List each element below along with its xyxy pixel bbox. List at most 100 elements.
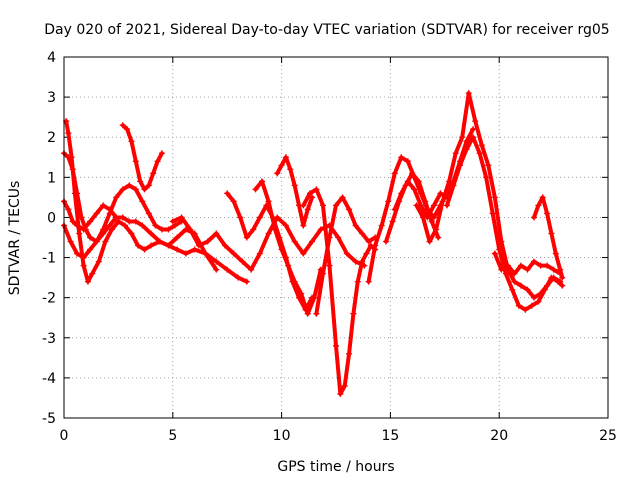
data-point — [517, 282, 524, 289]
data-point — [304, 310, 311, 317]
data-point — [502, 270, 509, 277]
data-point — [256, 250, 263, 257]
data-point — [476, 150, 483, 157]
chart-title: Day 020 of 2021, Sidereal Day-to-day VTE… — [44, 22, 609, 38]
data-point — [141, 186, 148, 193]
series-trace — [120, 123, 164, 192]
data-point — [278, 162, 285, 169]
data-point — [443, 202, 450, 209]
x-tick-label: 15 — [381, 428, 399, 444]
data-point — [435, 234, 442, 241]
data-point — [174, 234, 181, 241]
data-point — [439, 198, 446, 205]
series-arc-18 — [531, 194, 566, 281]
data-point — [457, 162, 464, 169]
data-point — [343, 250, 350, 257]
series-trace — [170, 215, 367, 272]
data-point — [291, 238, 298, 245]
data-point — [426, 238, 433, 245]
data-point — [152, 222, 159, 229]
series-trace — [444, 135, 565, 312]
x-tick-label: 25 — [599, 428, 617, 444]
data-point — [71, 190, 78, 197]
y-tick-label: 3 — [47, 90, 56, 106]
data-point — [248, 266, 255, 273]
data-point — [121, 222, 128, 229]
data-point — [84, 278, 91, 285]
data-point — [178, 214, 185, 221]
data-point — [309, 194, 316, 201]
data-point — [550, 266, 557, 273]
data-point — [544, 210, 551, 217]
y-tick-label: 1 — [47, 170, 56, 186]
data-point — [298, 290, 305, 297]
data-point — [326, 262, 333, 269]
data-point — [463, 138, 470, 145]
data-point — [489, 210, 496, 217]
data-point — [319, 270, 326, 277]
data-point — [557, 266, 564, 273]
data-point — [483, 174, 490, 181]
data-point — [524, 266, 531, 273]
data-point — [528, 302, 535, 309]
data-point — [204, 238, 211, 245]
data-point — [548, 230, 555, 237]
data-point — [139, 198, 146, 205]
data-point — [265, 230, 272, 237]
data-point — [319, 202, 326, 209]
data-point — [363, 250, 370, 257]
data-point — [496, 246, 503, 253]
data-point — [378, 222, 385, 229]
data-point — [165, 242, 172, 249]
data-point — [191, 246, 198, 253]
x-tick-label: 0 — [60, 428, 69, 444]
data-point — [213, 230, 220, 237]
data-point — [313, 310, 320, 317]
data-point — [272, 226, 279, 233]
series-arc-11 — [313, 194, 379, 317]
data-point — [337, 390, 344, 397]
data-point — [154, 158, 161, 165]
data-point — [339, 194, 346, 201]
data-point — [113, 194, 120, 201]
data-point — [141, 246, 148, 253]
y-tick-label: 0 — [47, 210, 56, 226]
data-point — [472, 118, 479, 125]
data-point — [365, 278, 372, 285]
data-point — [148, 242, 155, 249]
data-point — [559, 274, 566, 281]
data-point — [291, 182, 298, 189]
data-point — [182, 250, 189, 257]
data-point — [213, 258, 220, 265]
data-point — [128, 230, 135, 237]
y-tick-label: -2 — [42, 291, 56, 307]
data-point — [256, 214, 263, 221]
data-point — [437, 190, 444, 197]
data-point — [282, 154, 289, 161]
data-point — [124, 126, 131, 133]
data-point — [259, 178, 266, 185]
data-point — [187, 226, 194, 233]
data-point — [517, 262, 524, 269]
data-point — [148, 230, 155, 237]
data-point — [137, 178, 144, 185]
data-point — [311, 294, 318, 301]
data-point — [539, 194, 546, 201]
y-tick-label: -3 — [42, 331, 56, 347]
data-point — [411, 186, 418, 193]
data-point — [243, 234, 250, 241]
data-point — [100, 226, 107, 233]
data-point — [515, 302, 522, 309]
data-point — [385, 198, 392, 205]
data-point — [359, 258, 366, 265]
y-tick-label: 2 — [47, 130, 56, 146]
data-point — [470, 126, 477, 133]
data-point — [404, 178, 411, 185]
data-point — [391, 206, 398, 213]
data-point — [74, 222, 81, 229]
data-point — [491, 194, 498, 201]
data-point — [359, 230, 366, 237]
data-point — [470, 134, 477, 141]
data-point — [413, 202, 420, 209]
